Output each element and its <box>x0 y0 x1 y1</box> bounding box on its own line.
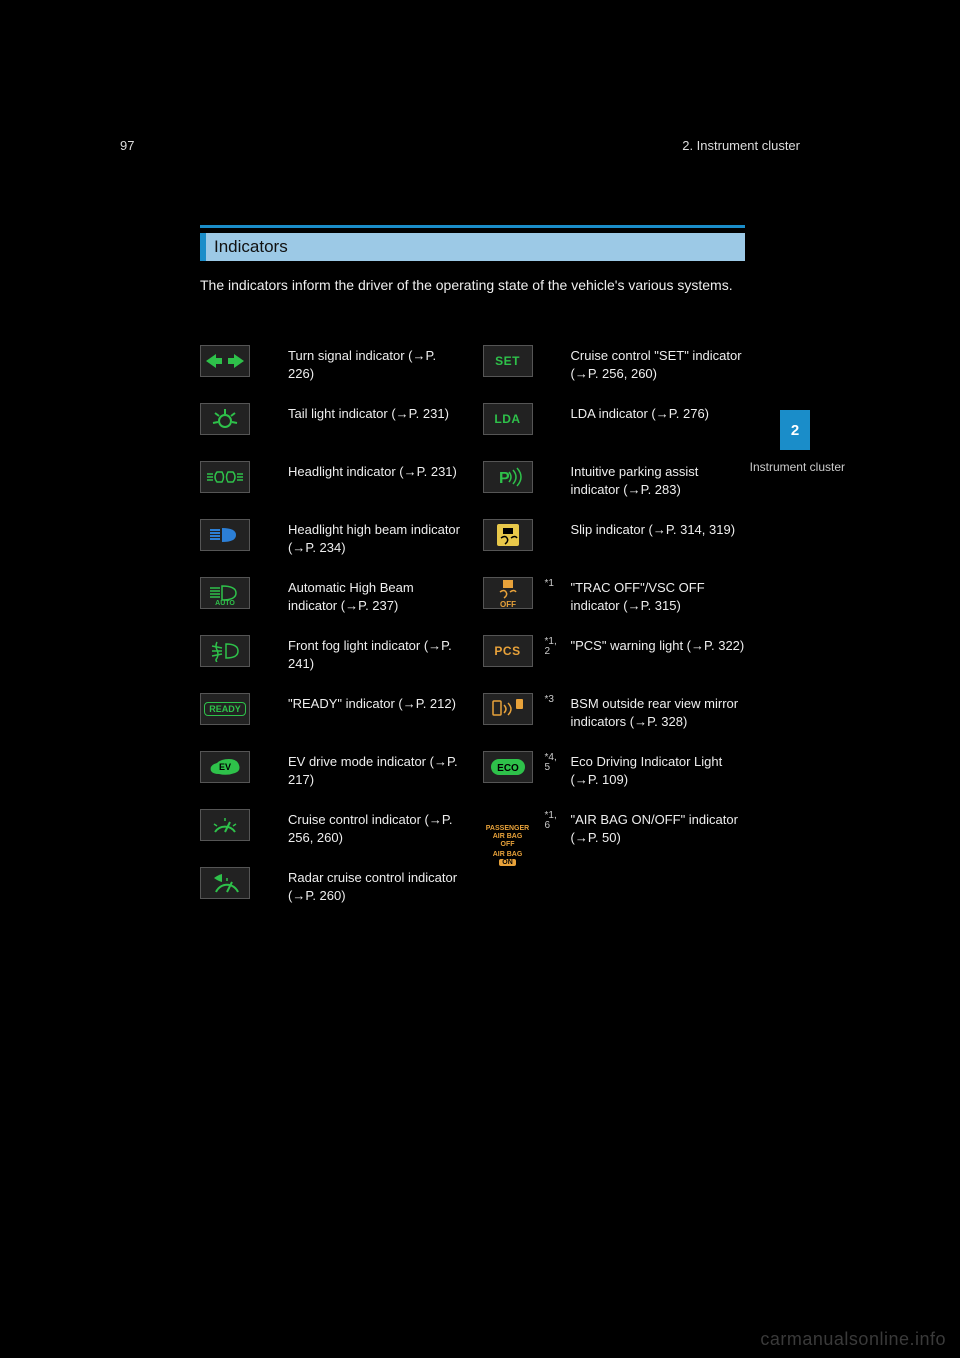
set-icon: SET <box>483 345 533 377</box>
marker: *3 <box>545 693 559 723</box>
indicator-desc: Headlight high beam indicator (→P. 234) <box>288 519 463 556</box>
watermark: carmanualsonline.info <box>760 1329 946 1350</box>
ready-icon: READY <box>200 693 250 725</box>
airbag-icon: PASSENGER AIR BAG OFF AIR BAG ON <box>483 809 533 881</box>
marker <box>262 693 276 723</box>
indicator-row: SET Cruise control "SET" indicator (→P. 2… <box>483 342 746 400</box>
marker <box>262 577 276 607</box>
marker: *1, 2 <box>545 635 559 665</box>
park-assist-icon: P <box>483 461 533 493</box>
indicator-desc: "READY" indicator (→P. 212) <box>288 693 456 713</box>
marker <box>262 751 276 781</box>
radar-cruise-icon <box>200 867 250 899</box>
marker <box>545 519 559 549</box>
eco-icon: ECO <box>483 751 533 783</box>
indicator-row: AUTO Automatic High Beam indicator (→P. 2… <box>200 574 463 632</box>
indicator-desc: "AIR BAG ON/OFF" indicator (→P. 50) <box>571 809 746 846</box>
indicator-desc: BSM outside rear view mirror indicators … <box>571 693 746 730</box>
tail-light-icon <box>200 403 250 435</box>
indicator-row: ECO *4, 5 Eco Driving Indicator Light (→P.… <box>483 748 746 806</box>
svg-text:P: P <box>499 470 510 487</box>
indicator-row: PCS *1, 2 "PCS" warning light (→P. 322) <box>483 632 746 690</box>
indicator-desc: "TRAC OFF"/VSC OFF indicator (→P. 315) <box>571 577 746 614</box>
indicator-row: Headlight high beam indicator (→P. 234) <box>200 516 463 574</box>
side-label: Instrument cluster <box>745 460 845 478</box>
indicator-desc: Intuitive parking assist indicator (→P. … <box>571 461 746 498</box>
ev-green-icon: EV <box>200 751 250 783</box>
section-header: Indicators <box>200 233 745 261</box>
fog-light-icon <box>200 635 250 667</box>
indicator-desc: Headlight indicator (→P. 231) <box>288 461 457 481</box>
page-number-top: 97 <box>120 138 134 153</box>
indicator-desc: Slip indicator (→P. 314, 319) <box>571 519 736 539</box>
indicator-desc: Front fog light indicator (→P. 241) <box>288 635 463 672</box>
marker <box>262 403 276 433</box>
marker <box>545 345 559 375</box>
indicator-desc: EV drive mode indicator (→P. 217) <box>288 751 463 788</box>
indicator-row: Radar cruise control indicator (→P. 260) <box>200 864 463 922</box>
svg-text:OFF: OFF <box>500 600 516 608</box>
marker <box>262 345 276 375</box>
pcs-icon: PCS <box>483 635 533 667</box>
indicator-row: OFF *1 "TRAC OFF"/VSC OFF indicator (→P. 3… <box>483 574 746 632</box>
indicator-columns: Turn signal indicator (→P. 226) Tail ligh… <box>200 342 745 922</box>
indicator-desc: Tail light indicator (→P. 231) <box>288 403 449 423</box>
indicator-row: PASSENGER AIR BAG OFF AIR BAG ON *1, 6 "A… <box>483 806 746 884</box>
svg-text:EV: EV <box>219 762 231 772</box>
indicator-row: P Intuitive parking assist indicator (→P.… <box>483 458 746 516</box>
section-intro: The indicators inform the driver of the … <box>200 275 745 296</box>
slip-icon <box>483 519 533 551</box>
indicator-row: READY "READY" indicator (→P. 212) <box>200 690 463 748</box>
indicator-row: Turn signal indicator (→P. 226) <box>200 342 463 400</box>
lda-icon: LDA <box>483 403 533 435</box>
marker <box>262 867 276 897</box>
svg-text:ECO: ECO <box>497 763 519 774</box>
right-column: SET Cruise control "SET" indicator (→P. 2… <box>483 342 746 922</box>
cruise-icon <box>200 809 250 841</box>
section-title: Indicators <box>214 237 288 257</box>
page-header: 97 2. Instrument cluster <box>120 138 800 153</box>
marker <box>262 519 276 549</box>
indicator-desc: Radar cruise control indicator (→P. 260) <box>288 867 463 904</box>
bsm-icon <box>483 693 533 725</box>
marker: *1, 6 <box>545 809 559 839</box>
marker <box>262 635 276 665</box>
indicator-row: Cruise control indicator (→P. 256, 260) <box>200 806 463 864</box>
indicator-row: LDA LDA indicator (→P. 276) <box>483 400 746 458</box>
header-rule <box>200 225 745 228</box>
side-light-icon <box>200 461 250 493</box>
left-column: Turn signal indicator (→P. 226) Tail ligh… <box>200 342 463 922</box>
high-beam-icon <box>200 519 250 551</box>
side-tab: 2 <box>780 410 810 450</box>
auto-high-beam-icon: AUTO <box>200 577 250 609</box>
indicator-row: *3 BSM outside rear view mirror indicator… <box>483 690 746 748</box>
indicator-desc: LDA indicator (→P. 276) <box>571 403 710 423</box>
marker: *4, 5 <box>545 751 559 781</box>
indicator-row: Slip indicator (→P. 314, 319) <box>483 516 746 574</box>
vsc-off-icon: OFF <box>483 577 533 609</box>
indicator-desc: Turn signal indicator (→P. 226) <box>288 345 463 382</box>
indicator-row: Tail light indicator (→P. 231) <box>200 400 463 458</box>
indicator-desc: Automatic High Beam indicator (→P. 237) <box>288 577 463 614</box>
indicator-desc: Eco Driving Indicator Light (→P. 109) <box>571 751 746 788</box>
indicator-desc: Cruise control indicator (→P. 256, 260) <box>288 809 463 846</box>
marker <box>545 403 559 433</box>
turn-signal-icon <box>200 345 250 377</box>
marker: *1 <box>545 577 559 607</box>
indicator-row: Front fog light indicator (→P. 241) <box>200 632 463 690</box>
indicator-row: EV EV drive mode indicator (→P. 217) <box>200 748 463 806</box>
marker <box>262 461 276 491</box>
section-right: 2. Instrument cluster <box>682 138 800 153</box>
indicator-row: Headlight indicator (→P. 231) <box>200 458 463 516</box>
marker <box>545 461 559 491</box>
marker <box>262 809 276 839</box>
indicator-desc: "PCS" warning light (→P. 322) <box>571 635 745 655</box>
indicator-desc: Cruise control "SET" indicator (→P. 256,… <box>571 345 746 382</box>
